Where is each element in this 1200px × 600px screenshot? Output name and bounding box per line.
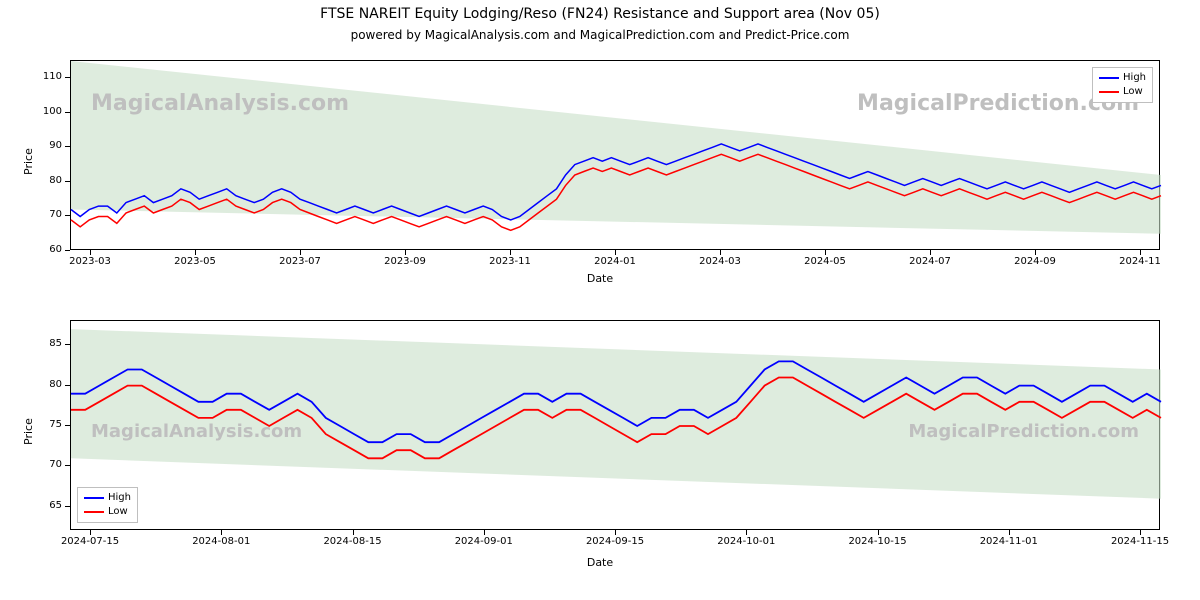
x-tick-label: 2024-08-15 [321, 536, 385, 547]
y-axis-label-top: Price [22, 148, 35, 175]
legend-label: High [1123, 71, 1146, 85]
legend-swatch-low [1099, 91, 1119, 93]
x-axis-label-bottom: Date [0, 556, 1200, 569]
y-tick-label: 70 [32, 459, 62, 470]
x-tick [90, 250, 91, 255]
y-tick [65, 77, 70, 78]
x-tick [510, 250, 511, 255]
y-tick-label: 100 [32, 106, 62, 117]
y-tick [65, 385, 70, 386]
x-tick-label: 2024-09-01 [452, 536, 516, 547]
y-tick [65, 250, 70, 251]
legend-label: High [108, 491, 131, 505]
y-tick-label: 60 [32, 244, 62, 255]
x-tick [1140, 250, 1141, 255]
x-tick-label: 2024-05 [793, 256, 857, 267]
y-tick-label: 110 [32, 71, 62, 82]
x-tick-label: 2024-09-15 [583, 536, 647, 547]
legend-label: Low [1123, 85, 1143, 99]
legend-swatch-high [1099, 77, 1119, 79]
x-tick [90, 530, 91, 535]
x-tick-label: 2024-10-15 [846, 536, 910, 547]
x-tick [195, 250, 196, 255]
legend-item: Low [84, 505, 131, 519]
x-tick [353, 530, 354, 535]
y-tick [65, 425, 70, 426]
x-tick-label: 2024-07-15 [58, 536, 122, 547]
legend-item: Low [1099, 85, 1146, 99]
x-tick-label: 2024-11 [1108, 256, 1172, 267]
legend-item: High [84, 491, 131, 505]
x-tick [405, 250, 406, 255]
x-tick-label: 2024-01 [583, 256, 647, 267]
y-tick [65, 215, 70, 216]
x-tick-label: 2023-09 [373, 256, 437, 267]
x-tick [615, 250, 616, 255]
x-tick-label: 2024-11-01 [977, 536, 1041, 547]
chart-svg-top [71, 61, 1161, 251]
x-tick-label: 2023-11 [478, 256, 542, 267]
x-tick [1009, 530, 1010, 535]
y-tick [65, 181, 70, 182]
x-tick [1140, 530, 1141, 535]
x-tick [300, 250, 301, 255]
x-tick-label: 2024-11-15 [1108, 536, 1172, 547]
legend-item: High [1099, 71, 1146, 85]
y-tick-label: 75 [32, 419, 62, 430]
x-tick [221, 530, 222, 535]
legend-label: Low [108, 505, 128, 519]
x-tick-label: 2024-10-01 [714, 536, 778, 547]
y-tick-label: 90 [32, 140, 62, 151]
x-tick-label: 2024-03 [688, 256, 752, 267]
chart-subtitle: powered by MagicalAnalysis.com and Magic… [0, 28, 1200, 42]
x-tick-label: 2023-05 [163, 256, 227, 267]
y-tick [65, 112, 70, 113]
y-tick [65, 146, 70, 147]
x-tick-label: 2024-08-01 [189, 536, 253, 547]
legend-swatch-high [84, 497, 104, 499]
legend-bottom: High Low [77, 487, 138, 523]
legend-top: High Low [1092, 67, 1153, 103]
x-tick [746, 530, 747, 535]
x-tick [720, 250, 721, 255]
chart-panel-top: MagicalAnalysis.com MagicalPrediction.co… [70, 60, 1160, 250]
chart-svg-bottom [71, 321, 1161, 531]
x-tick-label: 2024-07 [898, 256, 962, 267]
chart-panel-bottom: MagicalAnalysis.com MagicalPrediction.co… [70, 320, 1160, 530]
chart-title: FTSE NAREIT Equity Lodging/Reso (FN24) R… [0, 6, 1200, 22]
x-tick-label: 2024-09 [1003, 256, 1067, 267]
y-tick [65, 465, 70, 466]
y-tick-label: 85 [32, 338, 62, 349]
y-tick [65, 506, 70, 507]
y-tick-label: 80 [32, 175, 62, 186]
x-tick [878, 530, 879, 535]
y-tick-label: 80 [32, 379, 62, 390]
x-tick [484, 530, 485, 535]
x-tick-label: 2023-03 [58, 256, 122, 267]
y-tick-label: 65 [32, 500, 62, 511]
y-tick-label: 70 [32, 209, 62, 220]
y-tick [65, 344, 70, 345]
x-axis-label-top: Date [0, 272, 1200, 285]
x-tick [1035, 250, 1036, 255]
x-tick [930, 250, 931, 255]
x-tick-label: 2023-07 [268, 256, 332, 267]
x-tick [615, 530, 616, 535]
legend-swatch-low [84, 511, 104, 513]
x-tick [825, 250, 826, 255]
